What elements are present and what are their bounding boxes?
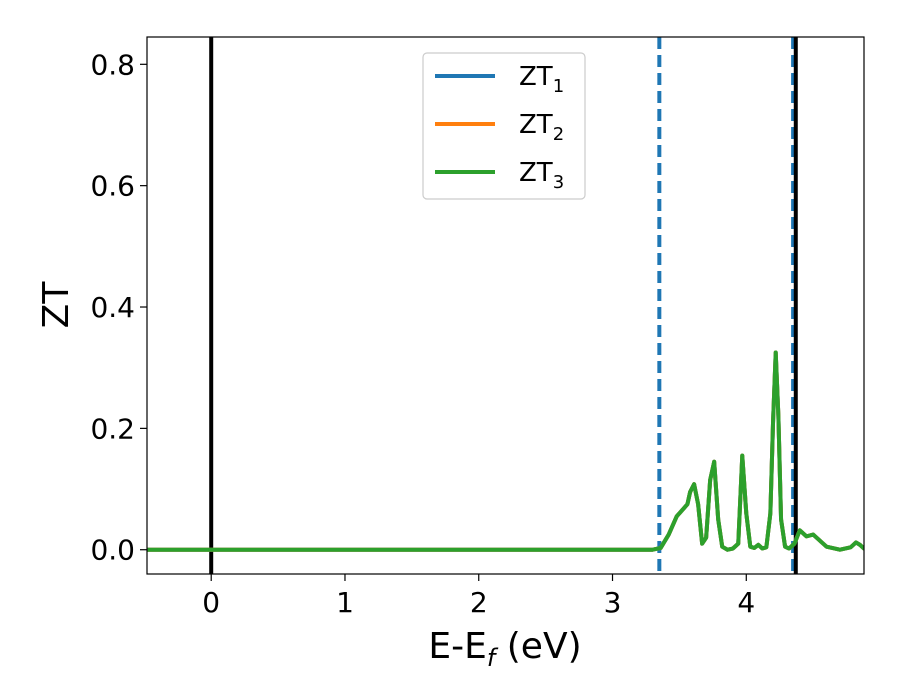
y-tick-label: 0.6 bbox=[90, 170, 135, 203]
series-lines bbox=[147, 350, 864, 552]
legend-label-3: ZT3 bbox=[519, 158, 564, 193]
vertical-lines bbox=[209, 37, 798, 574]
y-axis-ticks: 0.0 0.2 0.4 0.6 0.8 bbox=[90, 48, 147, 567]
x-label-base: E-E bbox=[428, 626, 486, 667]
legend-label-1: ZT1 bbox=[519, 62, 564, 97]
legend-label-2: ZT2 bbox=[519, 110, 564, 145]
y-axis-label: ZT bbox=[36, 281, 77, 329]
y-tick-label: 0.0 bbox=[90, 534, 135, 567]
x-axis-label: E-Ef (eV) bbox=[428, 626, 581, 672]
x-tick-label: 0 bbox=[202, 586, 220, 619]
y-tick-label: 0.8 bbox=[90, 48, 135, 81]
series-line-zt3 bbox=[147, 350, 864, 552]
x-tick-label: 2 bbox=[470, 586, 488, 619]
x-tick-label: 1 bbox=[336, 586, 354, 619]
x-axis-ticks: 0 1 2 3 4 bbox=[202, 574, 755, 619]
legend: ZT1 ZT2 ZT3 bbox=[422, 52, 586, 200]
plot-area bbox=[147, 37, 864, 574]
y-tick-label: 0.2 bbox=[90, 412, 135, 445]
x-tick-label: 4 bbox=[737, 586, 755, 619]
y-tick-label: 0.4 bbox=[90, 291, 135, 324]
axes-frame bbox=[146, 36, 865, 575]
x-label-suffix: (eV) bbox=[495, 626, 581, 667]
x-tick-label: 3 bbox=[604, 586, 622, 619]
legend-box bbox=[422, 52, 586, 200]
